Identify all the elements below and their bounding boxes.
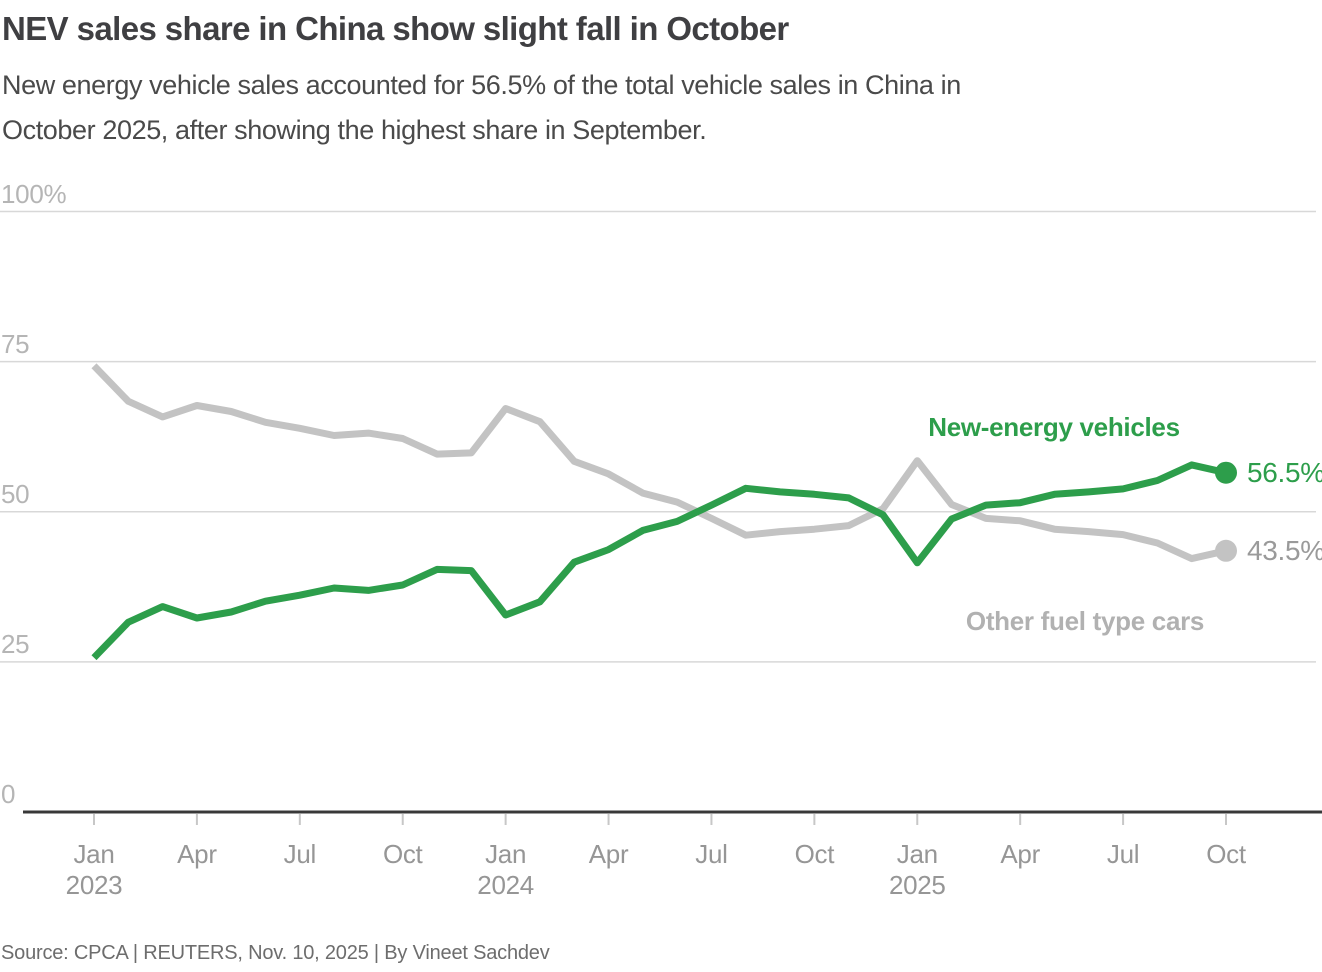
x-axis-month-label: Apr (1000, 839, 1040, 869)
x-axis-month-label: Jul (1106, 839, 1140, 869)
x-axis-month-label: Jan (485, 839, 527, 869)
y-axis-label: 25 (1, 628, 30, 659)
chart-subtitle-line-2: October 2025, after showing the highest … (2, 115, 707, 145)
other-end-value-label: 43.5% (1247, 534, 1322, 566)
nev-end-dot (1215, 461, 1237, 484)
x-axis-month-label: Apr (177, 839, 217, 869)
x-axis-month-label: Oct (794, 839, 835, 869)
nev-end-value-label: 56.5% (1247, 456, 1322, 488)
x-axis-month-label: Oct (382, 839, 423, 869)
y-axis-label: 75 (1, 328, 30, 359)
source-attribution: Source: CPCA | REUTERS, Nov. 10, 2025 | … (1, 942, 550, 964)
other-end-dot (1215, 539, 1237, 562)
page-title: NEV sales share in China show slight fal… (2, 10, 789, 47)
y-axis-label: 50 (1, 478, 30, 509)
y-axis-label: 100% (1, 178, 67, 209)
x-axis-month-label: Jul (283, 839, 317, 869)
x-axis-month-label: Oct (1206, 839, 1246, 869)
x-axis-month-label: Apr (588, 839, 629, 869)
x-axis-year-label: 2023 (65, 870, 123, 900)
y-axis-label: 0 (1, 779, 16, 809)
x-axis-year-label: 2025 (888, 870, 946, 900)
x-axis-month-label: Jul (695, 839, 728, 869)
x-axis-year-label: 2024 (477, 870, 534, 900)
nev-line (91, 461, 1227, 661)
chart-subtitle-line-1: New energy vehicle sales accounted for 5… (2, 70, 961, 100)
x-axis-month-label: Jan (73, 839, 115, 869)
other-series-label: Other fuel type cars (965, 606, 1205, 636)
nev-series-label: New-energy vehicles (928, 412, 1180, 442)
x-axis-month-label: Jan (896, 839, 938, 869)
other-line (91, 363, 1227, 563)
